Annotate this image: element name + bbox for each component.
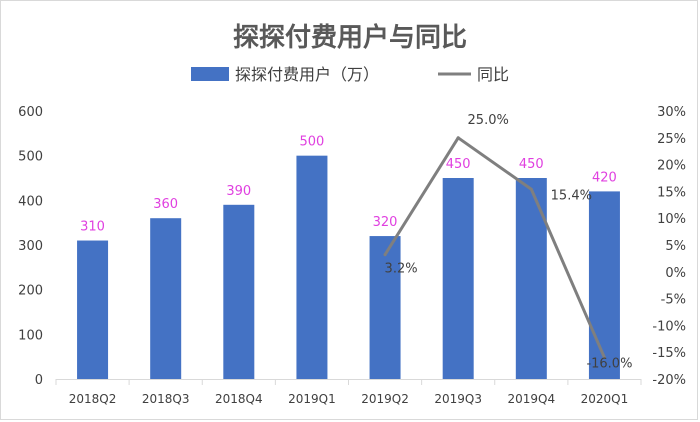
bar-series bbox=[77, 155, 620, 379]
yoy-data-label: -16.0% bbox=[586, 357, 632, 372]
y-right-tick-label: -5% bbox=[661, 293, 686, 308]
legend-line-label: 同比 bbox=[477, 65, 509, 84]
bar-data-label: 360 bbox=[153, 197, 178, 212]
bar-data-label: 310 bbox=[80, 220, 105, 235]
bar bbox=[77, 240, 109, 379]
bar-data-label: 500 bbox=[300, 135, 325, 150]
y-left-tick-label: 500 bbox=[18, 150, 43, 165]
y-right-tick-label: 10% bbox=[657, 212, 686, 227]
bar bbox=[223, 204, 255, 379]
y-right-tick-label: 15% bbox=[657, 185, 686, 200]
data-labels: 310 360 390 500 320 450 450 420 3.2% 25.0% 15.4% -1… bbox=[80, 113, 632, 372]
yoy-point bbox=[602, 356, 606, 360]
y-right-tick-label: -20% bbox=[652, 373, 686, 388]
axes: 2018Q2 2018Q3 2018Q4 2019Q1 2019Q2 2019Q3 2019… bbox=[18, 105, 686, 406]
y-left-tick-label: 400 bbox=[18, 194, 43, 209]
bar-data-label: 320 bbox=[373, 215, 398, 230]
x-tick-label: 2019Q2 bbox=[361, 392, 409, 406]
y-right-tick-label: 30% bbox=[657, 105, 686, 120]
bar-data-label: 450 bbox=[446, 157, 471, 172]
bar-data-label: 420 bbox=[592, 170, 617, 185]
y-left-tick-label: 0 bbox=[35, 373, 43, 388]
legend-bar-label: 探探付费用户（万） bbox=[235, 65, 379, 84]
bar bbox=[296, 155, 328, 379]
y-left-tick-label: 600 bbox=[18, 105, 43, 120]
legend: 探探付费用户（万） 同比 bbox=[191, 65, 509, 84]
legend-bar-swatch bbox=[191, 67, 229, 81]
y-right-tick-label: -15% bbox=[652, 346, 686, 361]
x-tick-label: 2019Q3 bbox=[434, 392, 482, 406]
y-left-tick-label: 200 bbox=[18, 284, 43, 299]
y-left-tick-label: 300 bbox=[18, 239, 43, 254]
x-tick-label: 2019Q4 bbox=[508, 392, 556, 406]
bar bbox=[150, 218, 182, 379]
bar-data-label: 390 bbox=[226, 184, 251, 199]
yoy-data-label: 15.4% bbox=[551, 188, 592, 203]
yoy-data-label: 3.2% bbox=[385, 262, 418, 277]
x-tick-label: 2018Q4 bbox=[215, 392, 263, 406]
bar bbox=[515, 178, 547, 379]
chart-title: 探探付费用户与同比 bbox=[233, 22, 467, 53]
y-right-tick-label: -10% bbox=[652, 319, 686, 334]
yoy-line bbox=[383, 136, 606, 360]
yoy-point bbox=[529, 187, 533, 191]
bar bbox=[588, 191, 620, 379]
x-tick-label: 2018Q3 bbox=[142, 392, 190, 406]
bar bbox=[369, 236, 401, 379]
yoy-data-label: 25.0% bbox=[468, 113, 509, 128]
y-left-tick-label: 100 bbox=[18, 328, 43, 343]
bar-data-label: 450 bbox=[519, 157, 544, 172]
x-tick-label: 2020Q1 bbox=[581, 392, 629, 406]
y-right-tick-label: 0% bbox=[665, 266, 686, 281]
x-tick-label: 2019Q1 bbox=[288, 392, 336, 406]
y-right-tick-label: 5% bbox=[665, 239, 686, 254]
y-right-tick-label: 25% bbox=[657, 132, 686, 147]
yoy-point bbox=[456, 136, 460, 140]
y-right-tick-label: 20% bbox=[657, 159, 686, 174]
yoy-point bbox=[383, 253, 387, 257]
bar bbox=[442, 178, 474, 379]
x-tick-label: 2018Q2 bbox=[69, 392, 117, 406]
line-series bbox=[383, 136, 606, 360]
